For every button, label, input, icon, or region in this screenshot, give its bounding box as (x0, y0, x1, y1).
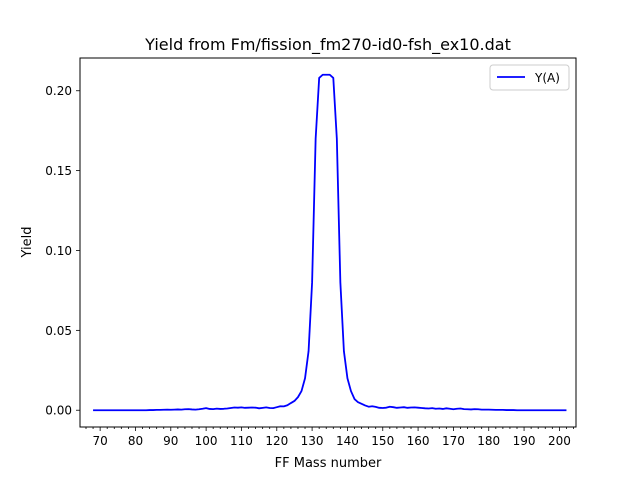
legend-box (489, 64, 570, 91)
x-tick-label: 150 (371, 434, 394, 448)
x-tick-label: 140 (336, 434, 359, 448)
y-tick-label: 0.05 (45, 324, 72, 338)
x-tick-label: 80 (128, 434, 143, 448)
legend: Y(A) (489, 64, 570, 91)
series-line-y-a (93, 73, 567, 412)
plot-frame (79, 57, 577, 428)
x-tick-label: 170 (442, 434, 465, 448)
plot-area: 70 80 90 100 110 120 130 140 150 160 170 180 190 200 … (45, 57, 577, 448)
y-tick-label: 0.20 (45, 84, 72, 98)
x-tick-label: 130 (301, 434, 324, 448)
y-tick-label: 0.00 (45, 404, 72, 418)
y-tick-label: 0.15 (45, 164, 72, 178)
x-tick-label: 100 (195, 434, 218, 448)
x-tick-label: 160 (407, 434, 430, 448)
y-axis-ticks: 0.00 0.05 0.10 0.15 0.20 (45, 84, 80, 418)
chart-title: Yield from Fm/fission_fm270-id0-fsh_ex10… (144, 35, 511, 55)
y-tick-label: 0.10 (45, 244, 72, 258)
legend-label-y-a: Y(A) (534, 71, 560, 85)
x-tick-label: 120 (265, 434, 288, 448)
x-tick-label: 190 (513, 434, 536, 448)
x-tick-label: 70 (92, 434, 107, 448)
plot-background (80, 58, 576, 427)
x-tick-label: 110 (230, 434, 253, 448)
x-tick-label: 200 (548, 434, 571, 448)
x-axis-ticks: 70 80 90 100 110 120 130 140 150 160 170 180 190 200 (92, 427, 571, 448)
x-tick-label: 90 (163, 434, 178, 448)
x-axis-label: FF Mass number (275, 456, 382, 471)
y-axis-label: Yield (20, 227, 35, 259)
x-tick-label: 180 (477, 434, 500, 448)
